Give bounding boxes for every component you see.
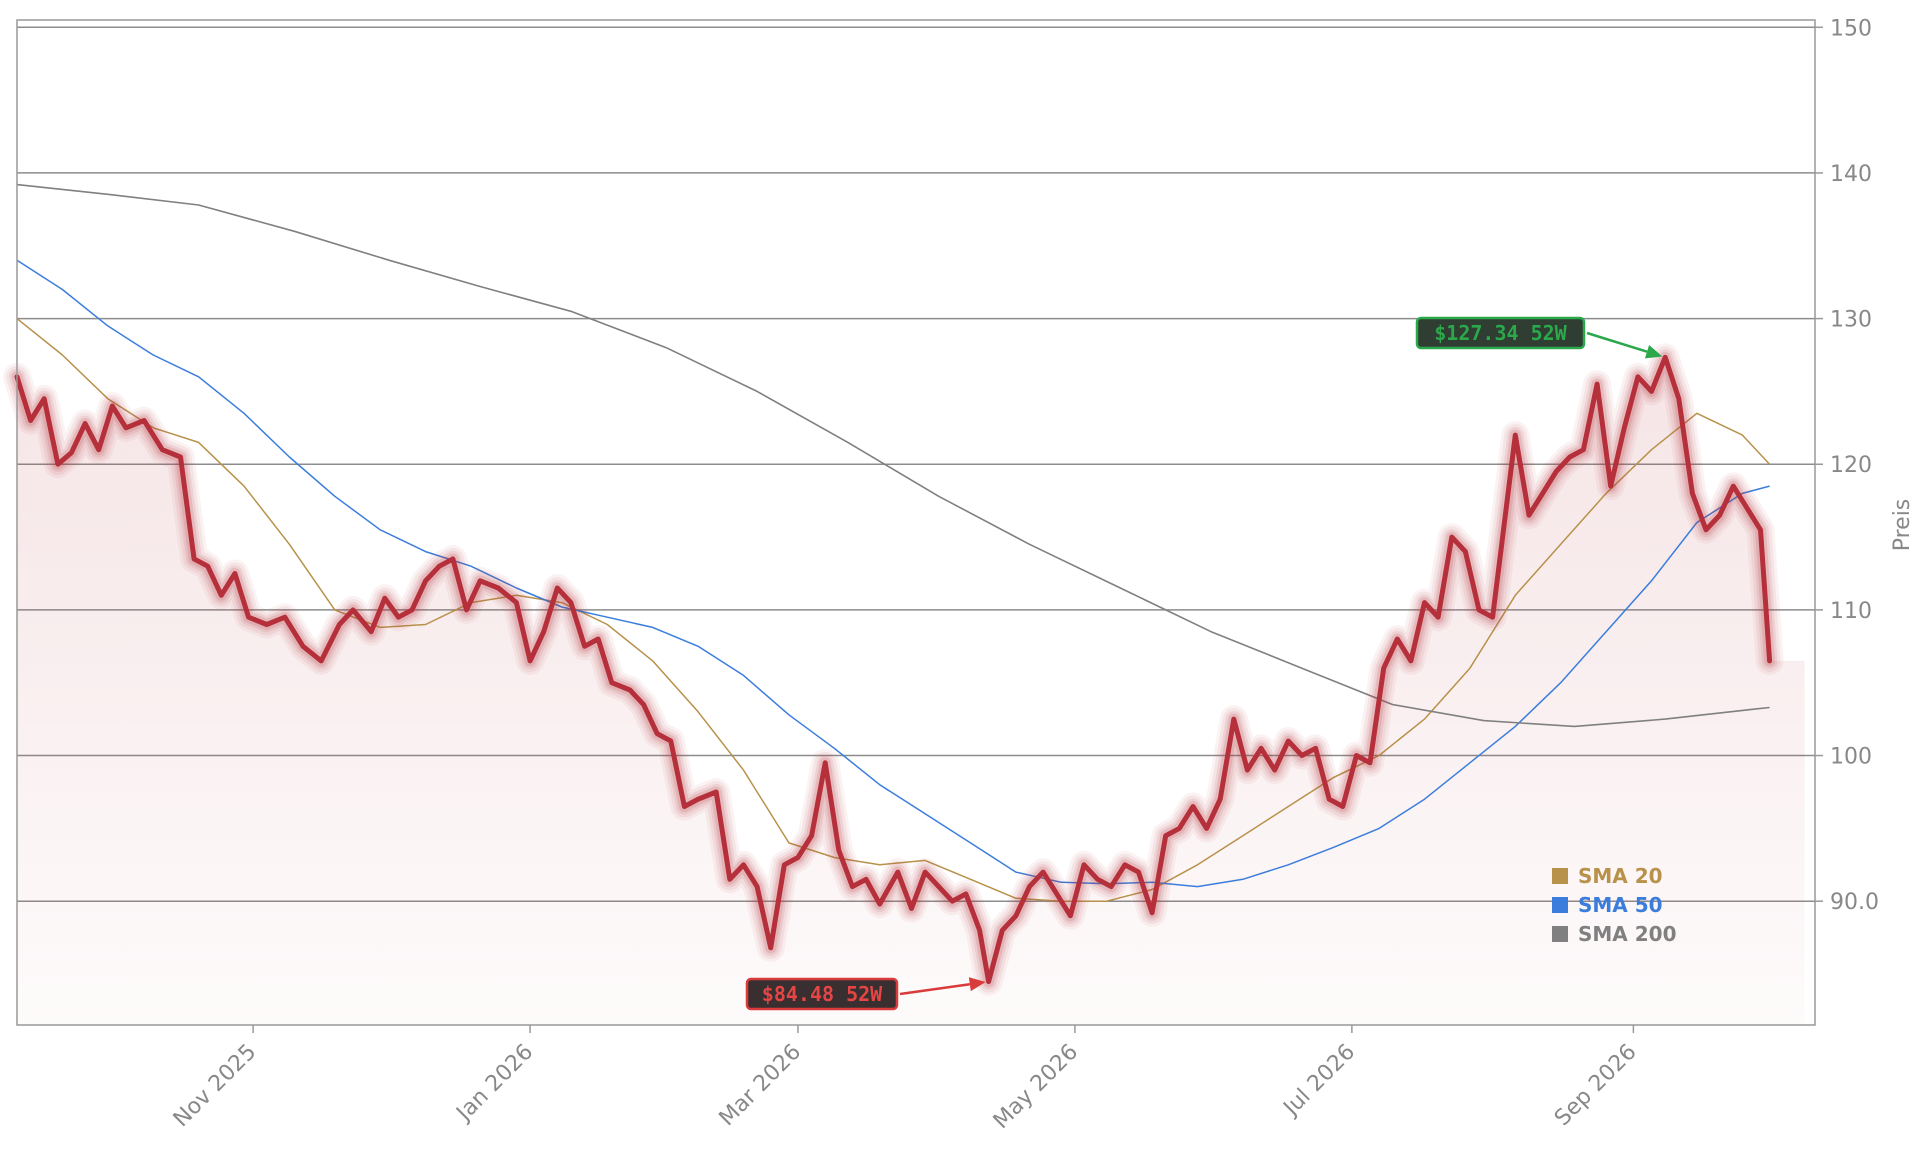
annotation-arrow [899,982,971,996]
price-line [14,354,1773,985]
legend-swatch [1552,868,1568,884]
plot-frame [16,19,1816,1026]
x-tick-label: Mar 2026 [715,1040,807,1132]
y-tick-label: 150 [1830,16,1872,41]
y-tick-label: 120 [1830,453,1872,478]
y-tick-label: 90.0 [1830,890,1879,915]
legend-item-sma-20: SMA 20 [1578,864,1663,888]
annotations: $127.34 52W $84.48 52W [745,316,1663,1011]
legend-item-sma-200: SMA 200 [1578,922,1677,946]
annotation-arrowhead [1644,344,1663,359]
annotation-52w-high: $127.34 52W [1434,321,1567,345]
legend-swatch [1552,897,1568,913]
x-tick-label: Nov 2025 [169,1040,262,1133]
price-series [3,343,1784,996]
annotation-box [1415,316,1586,350]
annotation-arrow [1586,331,1648,353]
y-tick-label: 130 [1830,308,1872,333]
price-area-fill [17,357,1805,1025]
x-axis: Nov 2025 Jan 2026 Mar 2026 May 2026 Jul 2026… [169,1025,1642,1134]
legend-item-sma-50: SMA 50 [1578,893,1663,917]
line-sma-200 [16,183,1770,728]
x-tick-label: May 2026 [989,1040,1083,1134]
annotation-52w-low: $84.48 52W [762,982,883,1006]
legend: SMA 20 SMA 50 SMA 200 [1552,864,1677,946]
y-axis: 90.0 100 110 120 130 140 150 [1815,16,1879,915]
x-tick-label: Sep 2026 [1550,1040,1642,1132]
line-sma-50 [16,259,1770,888]
y-axis-title: Preis [1890,499,1915,552]
legend-swatch [1552,926,1568,942]
annotation-arrowhead [968,977,986,992]
line-sma-20 [16,318,1771,902]
moving-averages [16,183,1771,902]
annotation-box [745,977,899,1011]
x-tick-label: Jan 2026 [451,1040,539,1128]
y-tick-label: 100 [1830,745,1872,770]
x-tick-label: Jul 2026 [1278,1040,1360,1122]
y-tick-label: 110 [1830,599,1872,624]
y-tick-label: 140 [1830,162,1872,187]
price-area [17,357,1805,1025]
